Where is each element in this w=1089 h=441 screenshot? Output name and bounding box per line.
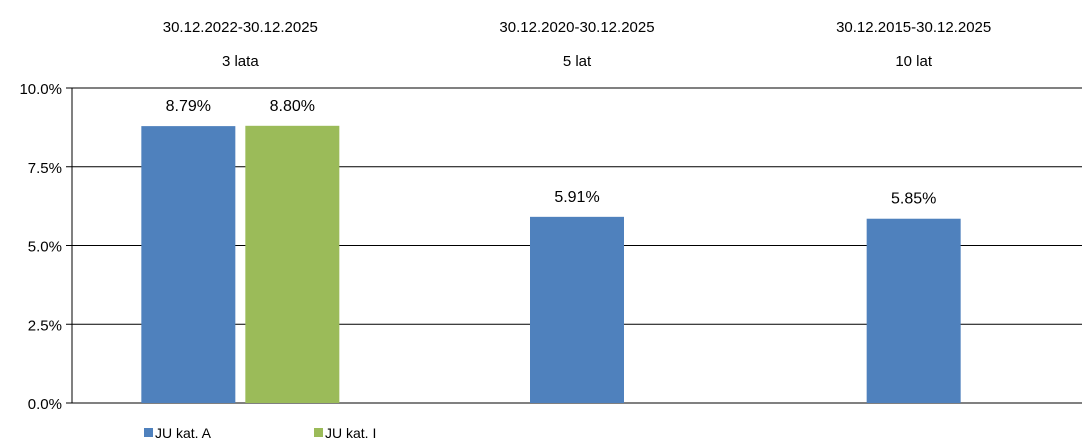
category-period-label: 30.12.2020-30.12.2025 — [499, 19, 654, 36]
category-label: 5 lat — [563, 53, 592, 70]
bar-value-label: 8.79% — [166, 98, 211, 115]
legend-label: JU kat. I — [325, 425, 376, 441]
category-headers: 30.12.2022-30.12.2025 3 lata 30.12.2020-30… — [163, 19, 991, 70]
bar — [141, 126, 236, 404]
category-label: 3 lata — [222, 53, 259, 70]
legend-label: JU kat. A — [155, 425, 212, 441]
bar-value-label: 8.80% — [270, 98, 315, 115]
bar-value-label: 5.85% — [891, 191, 936, 208]
y-tick-label: 2.5% — [28, 317, 62, 334]
legend: JU kat. A JU kat. I — [144, 425, 376, 441]
category-period-label: 30.12.2015-30.12.2025 — [836, 19, 991, 36]
legend-swatch — [314, 428, 323, 437]
y-tick-label: 7.5% — [28, 160, 62, 177]
bar-value-label: 5.91% — [554, 189, 599, 206]
category-period-label: 30.12.2022-30.12.2025 — [163, 19, 318, 36]
y-tick-label: 0.0% — [28, 396, 62, 413]
legend-swatch — [144, 428, 153, 437]
category-label: 10 lat — [895, 53, 933, 70]
y-tick-label: 10.0% — [19, 81, 62, 98]
bar — [245, 125, 340, 404]
bar — [866, 218, 961, 403]
labels-layer: 8.79% 8.80% 5.91% 5.85% — [166, 98, 937, 208]
bar — [530, 216, 624, 403]
bars-layer — [141, 125, 961, 404]
y-axis: 0.0% 2.5% 5.0% 7.5% 10.0% — [19, 81, 73, 413]
y-tick-label: 5.0% — [28, 239, 62, 256]
